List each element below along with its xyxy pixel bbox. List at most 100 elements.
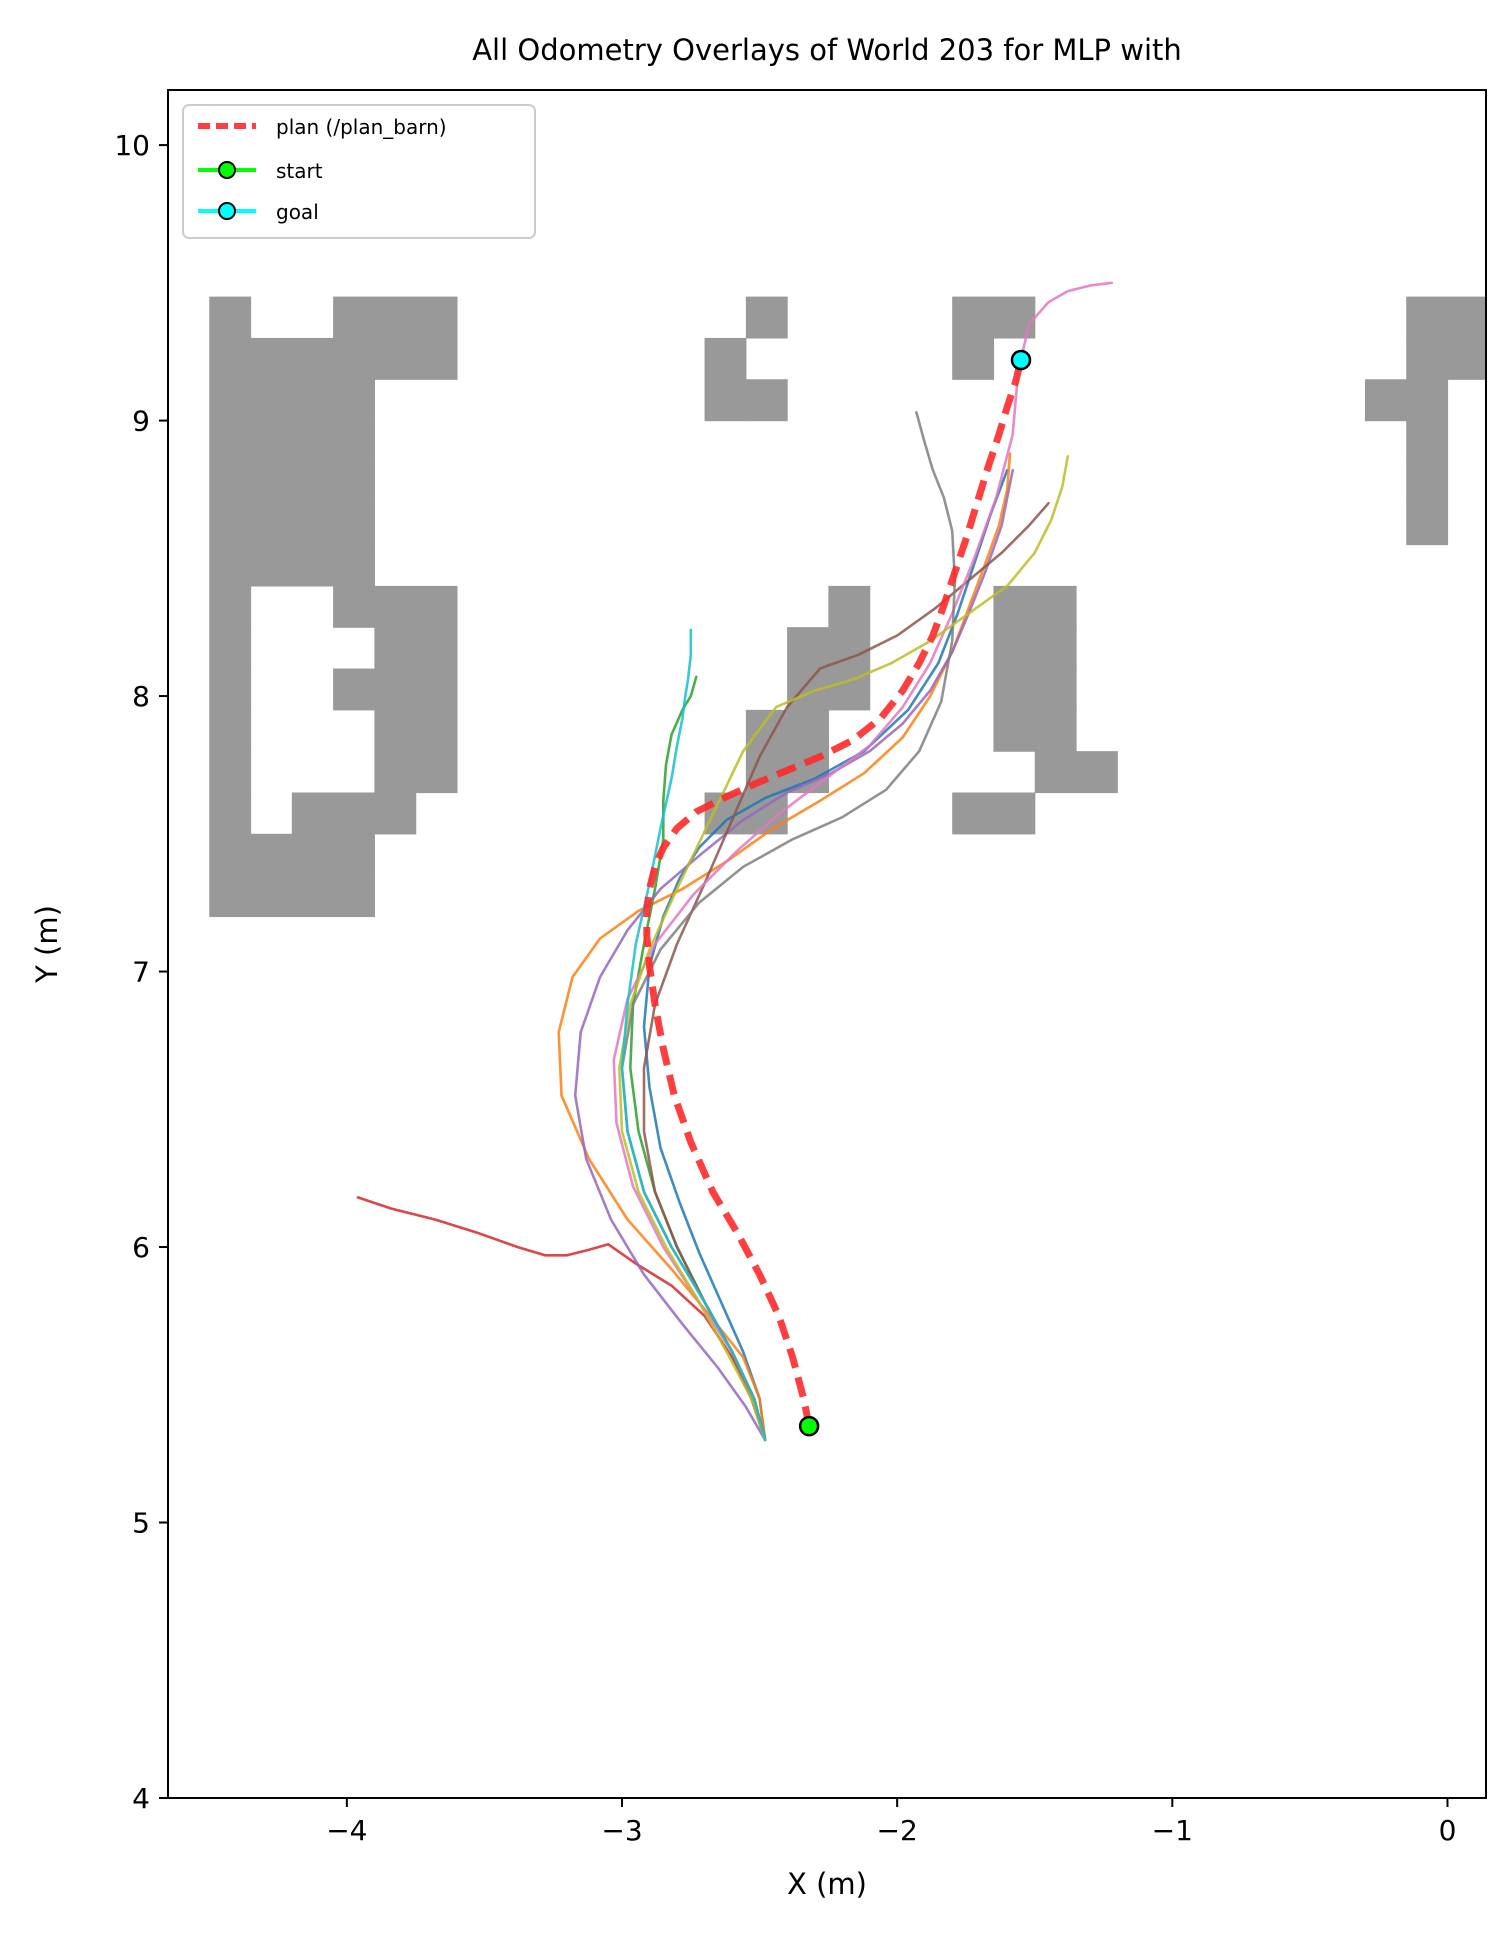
obstacle-cell <box>1406 337 1449 380</box>
obstacle-cell <box>291 379 334 422</box>
obstacle-cell <box>209 627 252 670</box>
x-axis: −4 −3 −2 −1 0 <box>326 1798 1456 1847</box>
obstacle-cell <box>993 627 1036 670</box>
obstacle-cell <box>952 337 995 380</box>
obstacle-cell <box>209 833 252 876</box>
obstacle-cell <box>250 420 293 463</box>
x-axis-label: X (m) <box>787 1867 867 1901</box>
obstacle-cell <box>415 709 458 752</box>
legend-start-marker <box>218 161 236 179</box>
obstacle-cell <box>1406 379 1449 422</box>
obstacle-cell <box>1406 420 1449 463</box>
obstacle-cell <box>209 296 252 339</box>
y-tick-label: 7 <box>132 956 150 989</box>
obstacle-cell <box>828 585 871 628</box>
obstacle-cell <box>374 296 417 339</box>
odometry-trajectory <box>642 501 1050 1442</box>
obstacle-cell <box>993 585 1036 628</box>
obstacle-cell <box>993 296 1036 339</box>
odometry-trajectory <box>642 468 1009 1442</box>
obstacle-cell <box>374 337 417 380</box>
obstacle-cell <box>250 461 293 504</box>
obstacle-cell <box>333 503 375 546</box>
obstacle-cell <box>209 585 252 628</box>
obstacle-cell <box>291 875 334 918</box>
obstacle-cell <box>704 337 747 380</box>
plot-frame <box>167 89 1487 1799</box>
obstacle-cell <box>415 751 458 794</box>
obstacle-cell <box>1076 751 1118 794</box>
chart-title: All Odometry Overlays of World 203 for M… <box>472 33 1182 67</box>
y-tick-label: 9 <box>132 405 150 438</box>
plan-layer <box>643 359 1025 1427</box>
obstacle-cell <box>209 503 252 546</box>
obstacle-cell <box>415 296 458 339</box>
obstacle-cell <box>291 792 334 835</box>
obstacle-cell <box>415 627 458 670</box>
obstacle-cell <box>333 296 375 339</box>
y-axis-label: Y (m) <box>30 905 64 984</box>
legend-box <box>182 104 536 239</box>
y-tick-label: 4 <box>132 1782 150 1815</box>
obstacle-cell <box>1447 337 1486 380</box>
obstacle-cell <box>993 792 1036 835</box>
x-tick-label: −3 <box>601 1814 642 1847</box>
y-tick-label: 8 <box>132 680 150 713</box>
obstacle-cell <box>704 379 747 422</box>
obstacle-cell <box>333 420 375 463</box>
obstacle-cell <box>333 792 375 835</box>
obstacle-cell <box>209 875 252 918</box>
y-axis: 4 5 6 7 8 9 10 <box>114 129 168 1815</box>
legend: plan (/plan_barn) start goal <box>182 104 536 239</box>
obstacle-cell <box>333 544 375 587</box>
obstacle-cell <box>291 544 334 587</box>
y-tick-label: 6 <box>132 1231 150 1264</box>
obstacle-cell <box>374 585 417 628</box>
obstacle-cell <box>993 668 1036 711</box>
obstacle-cell <box>250 337 293 380</box>
start-marker <box>798 1415 820 1437</box>
obstacle-cell <box>374 751 417 794</box>
obstacle-cell <box>1406 503 1449 546</box>
obstacle-cell <box>374 709 417 752</box>
obstacle-cell <box>1406 296 1449 339</box>
obstacle-cell <box>250 503 293 546</box>
obstacle-cell <box>333 668 375 711</box>
obstacle-cell <box>333 379 375 422</box>
obstacle-cell <box>333 461 375 504</box>
obstacle-cell <box>1034 668 1077 711</box>
obstacle-cell <box>1364 379 1407 422</box>
legend-goal-label: goal <box>276 200 319 224</box>
obstacle-cell <box>209 544 252 587</box>
plan-path <box>643 359 1025 1427</box>
obstacle-cell <box>250 833 293 876</box>
y-tick-label: 10 <box>114 129 150 162</box>
obstacle-cell <box>787 709 829 752</box>
obstacle-cell <box>250 379 293 422</box>
odometry-trajectory <box>612 281 1114 1442</box>
y-tick-label: 5 <box>132 1507 150 1540</box>
obstacle-cell <box>209 709 252 752</box>
obstacle-cell <box>415 585 458 628</box>
odometry-trajectory <box>573 468 1015 1442</box>
obstacle-cell <box>209 379 252 422</box>
obstacle-cell <box>787 627 829 670</box>
obstacle-cell <box>291 503 334 546</box>
legend-start-label: start <box>276 159 323 183</box>
x-tick-label: −4 <box>326 1814 367 1847</box>
trajectory-layer <box>356 281 1114 1442</box>
obstacle-cell <box>333 585 375 628</box>
obstacle-cell <box>374 792 417 835</box>
obstacle-cell <box>993 709 1036 752</box>
obstacle-cell <box>415 668 458 711</box>
odometry-trajectory <box>617 455 1070 1442</box>
goal-marker <box>1010 349 1032 371</box>
obstacle-cell <box>745 296 788 339</box>
odometry-trajectory <box>620 628 767 1442</box>
occupancy-map <box>209 296 1486 918</box>
obstacle-cell <box>209 751 252 794</box>
x-tick-label: 0 <box>1439 1814 1457 1847</box>
obstacle-cell <box>1447 296 1486 339</box>
obstacle-cell <box>333 337 375 380</box>
